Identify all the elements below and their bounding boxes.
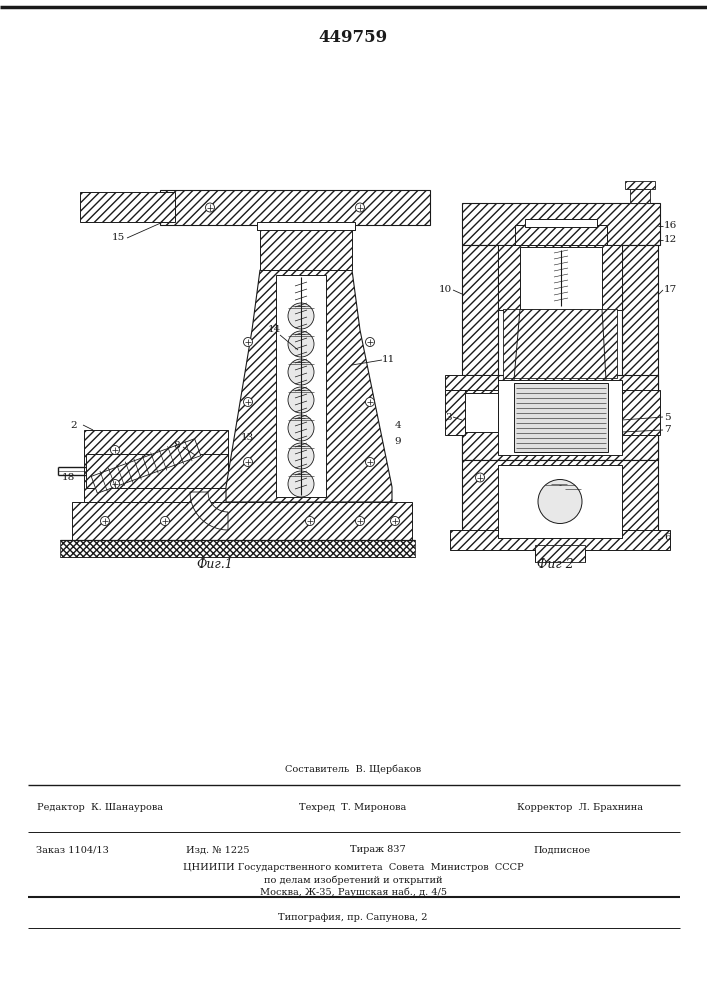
- Text: Фиг 2: Фиг 2: [537, 558, 573, 572]
- Polygon shape: [60, 540, 415, 557]
- Circle shape: [110, 480, 119, 488]
- Circle shape: [243, 458, 252, 466]
- Circle shape: [243, 338, 252, 347]
- Bar: [86, 454, 228, 488]
- Bar: [515, 225, 607, 245]
- Polygon shape: [91, 439, 201, 493]
- Bar: [72, 502, 412, 540]
- Text: 12: 12: [664, 235, 677, 244]
- Bar: [498, 465, 622, 538]
- Bar: [462, 460, 658, 545]
- Polygon shape: [190, 492, 228, 530]
- Bar: [622, 390, 660, 435]
- Text: Техред  Т. Миронова: Техред Т. Миронова: [299, 804, 407, 812]
- Bar: [160, 190, 430, 225]
- Circle shape: [110, 446, 119, 454]
- Text: 449759: 449759: [318, 28, 387, 45]
- Text: Изд. № 1225: Изд. № 1225: [186, 846, 250, 854]
- Circle shape: [288, 443, 314, 469]
- Circle shape: [100, 516, 110, 526]
- Bar: [260, 225, 352, 270]
- Bar: [84, 430, 228, 502]
- Text: 15: 15: [112, 233, 124, 242]
- Bar: [535, 545, 585, 562]
- Circle shape: [288, 415, 314, 441]
- Bar: [520, 247, 602, 309]
- Circle shape: [160, 516, 170, 526]
- Bar: [257, 222, 355, 230]
- Text: 4: 4: [395, 420, 402, 430]
- Bar: [622, 245, 658, 460]
- Circle shape: [356, 203, 365, 212]
- Bar: [525, 219, 597, 227]
- Text: Составитель  В. Щербаков: Составитель В. Щербаков: [285, 764, 421, 774]
- Bar: [80, 192, 175, 222]
- Text: 8: 8: [174, 440, 180, 450]
- Bar: [445, 375, 498, 390]
- Text: 18: 18: [62, 473, 75, 482]
- Polygon shape: [226, 270, 392, 502]
- Circle shape: [366, 458, 375, 466]
- Circle shape: [243, 397, 252, 406]
- Text: по делам изобретений и открытий: по делам изобретений и открытий: [264, 875, 443, 885]
- Bar: [462, 245, 498, 460]
- Circle shape: [476, 473, 484, 482]
- Circle shape: [366, 397, 375, 406]
- Text: 5: 5: [664, 412, 671, 422]
- Circle shape: [206, 203, 214, 212]
- Bar: [514, 383, 608, 452]
- Text: Тираж 837: Тираж 837: [350, 846, 406, 854]
- Bar: [465, 393, 498, 432]
- Bar: [625, 181, 655, 189]
- Text: 17: 17: [664, 286, 677, 294]
- Bar: [462, 375, 658, 460]
- Circle shape: [390, 516, 399, 526]
- Circle shape: [538, 480, 582, 524]
- Text: 11: 11: [381, 356, 395, 364]
- Bar: [498, 245, 622, 310]
- Text: Подписное: Подписное: [534, 846, 590, 854]
- Circle shape: [305, 516, 315, 526]
- Text: 2: 2: [71, 420, 77, 430]
- Text: 6: 6: [664, 534, 671, 542]
- Bar: [276, 275, 326, 497]
- Circle shape: [288, 471, 314, 497]
- Text: Редактор  К. Шанаурова: Редактор К. Шанаурова: [37, 804, 163, 812]
- Text: 14: 14: [267, 326, 281, 334]
- Bar: [630, 189, 650, 203]
- Text: Типография, пр. Сапунова, 2: Типография, пр. Сапунова, 2: [279, 914, 428, 922]
- Bar: [445, 390, 465, 435]
- Text: 16: 16: [664, 222, 677, 231]
- Text: ЦНИИПИ Государственного комитета  Совета  Министров  СССР: ЦНИИПИ Государственного комитета Совета …: [182, 862, 523, 871]
- Text: Корректор  Л. Брахнина: Корректор Л. Брахнина: [517, 804, 643, 812]
- Bar: [450, 530, 670, 550]
- Text: 10: 10: [439, 286, 452, 294]
- Text: 3: 3: [445, 412, 452, 422]
- Text: 9: 9: [395, 438, 402, 446]
- Text: Заказ 1104/13: Заказ 1104/13: [35, 846, 108, 854]
- Text: 7: 7: [664, 426, 671, 434]
- Circle shape: [366, 338, 375, 347]
- Bar: [498, 380, 622, 455]
- Circle shape: [288, 359, 314, 385]
- Bar: [462, 203, 660, 245]
- Bar: [503, 309, 617, 378]
- Circle shape: [356, 516, 365, 526]
- Circle shape: [288, 331, 314, 357]
- Text: Фиг.1: Фиг.1: [197, 558, 233, 572]
- Circle shape: [288, 387, 314, 413]
- Text: Москва, Ж-35, Раушская наб., д. 4/5: Москва, Ж-35, Раушская наб., д. 4/5: [259, 887, 447, 897]
- Text: 13: 13: [240, 434, 254, 442]
- Circle shape: [288, 303, 314, 329]
